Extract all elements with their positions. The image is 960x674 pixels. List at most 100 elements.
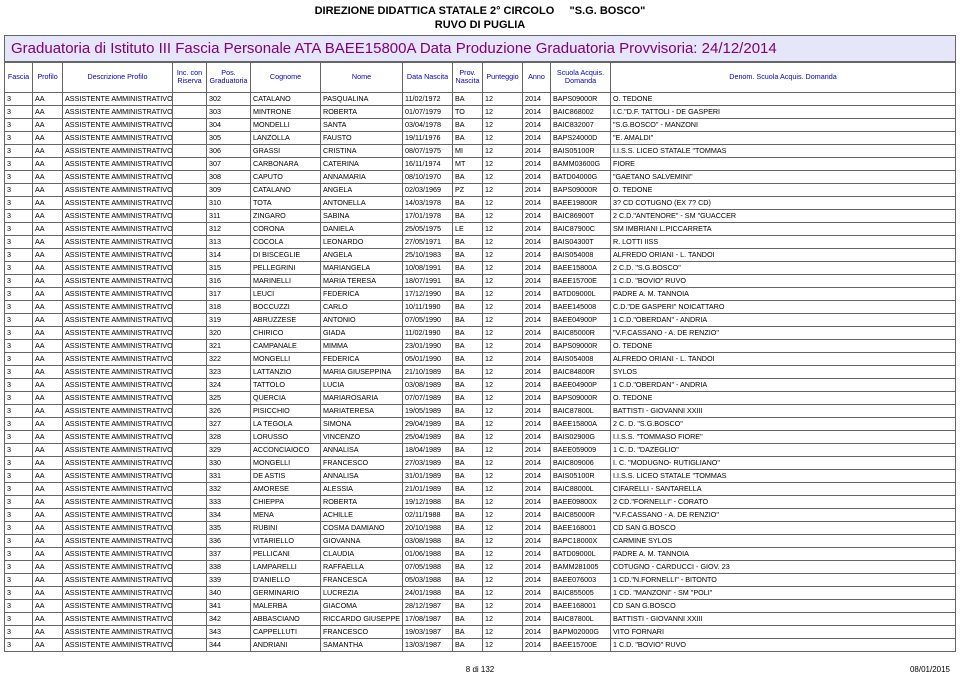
table-cell: ASSISTENTE AMMINISTRATIVO [63,612,173,625]
table-cell: 3 [5,313,33,326]
table-cell: 3 [5,404,33,417]
header-line1a: DIREZIONE DIDATTICA STATALE 2° CIRCOLO [315,5,555,17]
table-cell: BAEE15700E [551,274,611,287]
table-cell: AA [33,183,63,196]
table-cell: AA [33,300,63,313]
table-cell: 2014 [523,339,551,352]
table-cell: 12 [483,391,523,404]
table-cell: AA [33,144,63,157]
table-cell: 318 [207,300,251,313]
table-cell: 341 [207,599,251,612]
table-cell: ANDRIANI [251,638,321,651]
table-cell: ROBERTA [321,495,403,508]
table-cell: 335 [207,521,251,534]
table-cell: GIACOMA [321,599,403,612]
table-cell: BAIC87800L [551,404,611,417]
table-cell: BAIS02900G [551,430,611,443]
table-cell: 3 [5,196,33,209]
table-cell: FEDERICA [321,287,403,300]
table-cell: 3 [5,443,33,456]
table-cell: BA [453,365,483,378]
table-cell: ASSISTENTE AMMINISTRATIVO [63,222,173,235]
table-cell [173,443,207,456]
table-cell: LAMPARELLI [251,560,321,573]
table-cell [173,417,207,430]
header-line1b: "S.G. BOSCO" [570,5,646,17]
table-cell: 334 [207,508,251,521]
table-cell: BAIS05100R [551,144,611,157]
table-row: 3AAASSISTENTE AMMINISTRATIVO308CAPUTOANN… [5,170,956,183]
table-cell: 3 [5,248,33,261]
table-cell: 2014 [523,92,551,105]
table-cell: AA [33,235,63,248]
table-cell: 2014 [523,443,551,456]
table-row: 3AAASSISTENTE AMMINISTRATIVO302CATALANOP… [5,92,956,105]
table-cell [173,105,207,118]
table-cell: LUCREZIA [321,586,403,599]
table-cell: ASSISTENTE AMMINISTRATIVO [63,183,173,196]
table-cell: 1 C.D."OBERDAN" - ANDRIA [611,313,956,326]
table-cell: BAIC85000R [551,326,611,339]
table-cell: GRASSI [251,144,321,157]
table-cell: 12 [483,157,523,170]
table-cell: PISICCHIO [251,404,321,417]
table-cell [173,625,207,638]
table-row: 3AAASSISTENTE AMMINISTRATIVO318BOCCUZZIC… [5,300,956,313]
table-cell: 12 [483,508,523,521]
table-cell: LORUSSO [251,430,321,443]
table-cell: 12 [483,482,523,495]
table-cell: 3 [5,118,33,131]
table-cell: 3 [5,365,33,378]
table-cell: 2014 [523,456,551,469]
table-cell: BA [453,404,483,417]
table-cell: 330 [207,456,251,469]
table-cell: BAIC855005 [551,586,611,599]
col-header: Profilo [33,62,63,92]
table-cell [173,560,207,573]
table-cell [173,261,207,274]
data-table: FasciaProfiloDescrizione ProfiloInc. con… [4,62,956,652]
table-cell: 12 [483,521,523,534]
title-text: Graduatoria di Istituto III Fascia Perso… [11,40,777,57]
table-cell: BA [453,456,483,469]
table-cell: 2014 [523,417,551,430]
table-cell: 2014 [523,534,551,547]
table-cell: 2014 [523,248,551,261]
table-cell [173,612,207,625]
table-cell: ABBASCIANO [251,612,321,625]
table-cell: DE ASTIS [251,469,321,482]
table-cell: 3 [5,274,33,287]
table-cell: 3 [5,92,33,105]
footer-page: 8 di 132 [466,665,494,674]
table-cell: BA [453,430,483,443]
table-cell: BA [453,170,483,183]
table-cell: ASSISTENTE AMMINISTRATIVO [63,521,173,534]
table-cell: BA [453,560,483,573]
table-cell: 2014 [523,352,551,365]
table-cell: 319 [207,313,251,326]
table-cell: 3 [5,300,33,313]
table-cell: AA [33,209,63,222]
table-cell: MARIA GIUSEPPINA [321,365,403,378]
table-row: 3AAASSISTENTE AMMINISTRATIVO323LATTANZIO… [5,365,956,378]
table-cell: ASSISTENTE AMMINISTRATIVO [63,209,173,222]
table-cell: BOCCUZZI [251,300,321,313]
table-cell: 2014 [523,560,551,573]
table-row: 3AAASSISTENTE AMMINISTRATIVO334MENAACHIL… [5,508,956,521]
table-cell: ASSISTENTE AMMINISTRATIVO [63,313,173,326]
table-cell: "GAETANO SALVEMINI" [611,170,956,183]
table-cell [173,404,207,417]
table-cell: AA [33,573,63,586]
table-cell: 11/02/1990 [403,326,453,339]
table-cell: BAIC88000L [551,482,611,495]
table-cell: AA [33,638,63,651]
table-cell: BAEE168001 [551,599,611,612]
table-cell: D'ANIELLO [251,573,321,586]
table-cell: 12 [483,261,523,274]
table-cell: BA [453,638,483,651]
table-cell: SANTA [321,118,403,131]
table-cell: MONDELLI [251,118,321,131]
table-cell: BAPS09000R [551,339,611,352]
table-cell: ASSISTENTE AMMINISTRATIVO [63,417,173,430]
footer-date: 08/01/2015 [910,665,950,674]
